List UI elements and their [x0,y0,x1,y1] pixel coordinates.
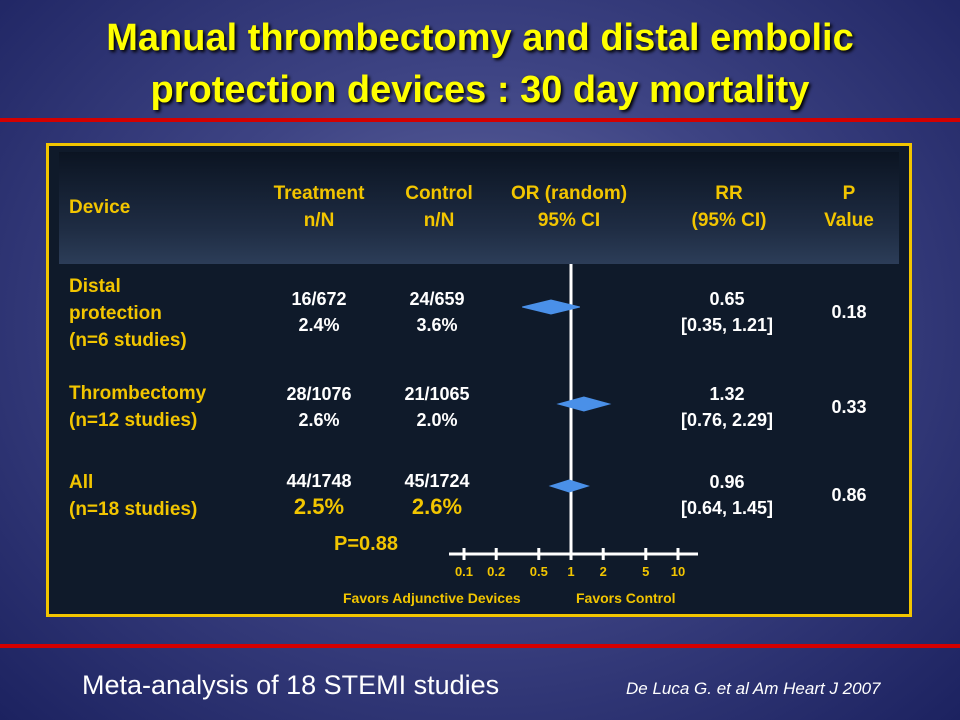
header-treatment-line2: n/N [303,210,335,231]
header-p: P Value [809,180,889,234]
x-tick-label: 2 [600,564,607,579]
header-device: Device [69,197,131,218]
header-control-line2: n/N [423,210,455,231]
slide-title: Manual thrombectomy and distal embolic p… [0,12,960,116]
overall-p-value: P=0.88 [334,533,398,555]
header-or-line2: 95% CI [537,210,601,231]
x-tick-label: 0.2 [487,564,505,579]
row-all-p: 0.86 [831,485,867,505]
row-label-thrombectomy: Thrombectomy (n=12 studies) [69,383,207,431]
header-p-line2: Value [824,210,874,231]
estimate-diamond [548,479,590,493]
row-distal-treatment: 16/672 2.4% [291,289,347,335]
row-distal-p: 0.18 [831,302,867,322]
estimate-diamond [522,299,580,315]
header-p-line1: P [842,183,856,204]
x-tick-label: 1 [567,564,574,579]
row-thrombectomy-control: 21/1065 2.0% [404,384,470,430]
title-line-1: Manual thrombectomy and distal embolic [106,17,854,59]
row-thrombectomy-treatment: 28/1076 2.6% [286,384,352,430]
forest-plot: 0.1 0.2 0.5 1 2 5 10 [449,264,698,579]
header-or: OR (random) 95% CI [489,180,649,234]
estimate-diamond [556,396,612,412]
row-all-treatment-pct: 2.5% [293,494,345,519]
x-tick-label: 5 [642,564,649,579]
header-band [59,152,899,264]
row-distal-rr: 0.65 [0.35, 1.21] [680,289,774,335]
row-thrombectomy-rr: 1.32 [0.76, 2.29] [680,384,774,430]
header-rr-line1: RR [715,183,743,204]
header-treatment: Treatment n/N [254,180,384,234]
row-all-rr: 0.96 [0.64, 1.45] [680,472,774,518]
forest-plot-panel: Device Treatment n/N Control n/N OR (ran… [46,143,912,617]
x-tick-label: 10 [671,564,685,579]
header-rr: RR (95% CI) [659,180,799,234]
header-or-line1: OR (random) [510,183,628,204]
favors-control-label: Favors Control [576,590,676,606]
header-treatment-line1: Treatment [273,183,365,204]
row-all-control: 45/1724 2.6% [377,468,497,520]
row-label-distal: Distal protection (n=6 studies) [69,276,187,351]
row-all-treatment: 44/1748 2.5% [259,468,379,520]
header-rr-line2: (95% CI) [691,210,767,231]
x-tick-label: 0.1 [455,564,473,579]
header-control-line1: Control [405,183,473,204]
title-line-2: protection devices : 30 day mortality [150,69,810,111]
row-label-all: All (n=18 studies) [69,472,198,520]
row-thrombectomy-p: 0.33 [831,397,867,417]
header-control: Control n/N [379,180,499,234]
row-all-control-pct: 2.6% [411,494,463,519]
favors-adjunctive-label: Favors Adjunctive Devices [343,590,521,606]
x-tick-label: 0.5 [530,564,548,579]
row-distal-control: 24/659 3.6% [409,289,465,335]
bottom-divider [0,644,960,648]
footer-citation: De Luca G. et al Am Heart J 2007 [626,679,881,698]
footer-caption: Meta-analysis of 18 STEMI studies [82,670,500,700]
top-divider [0,118,960,122]
